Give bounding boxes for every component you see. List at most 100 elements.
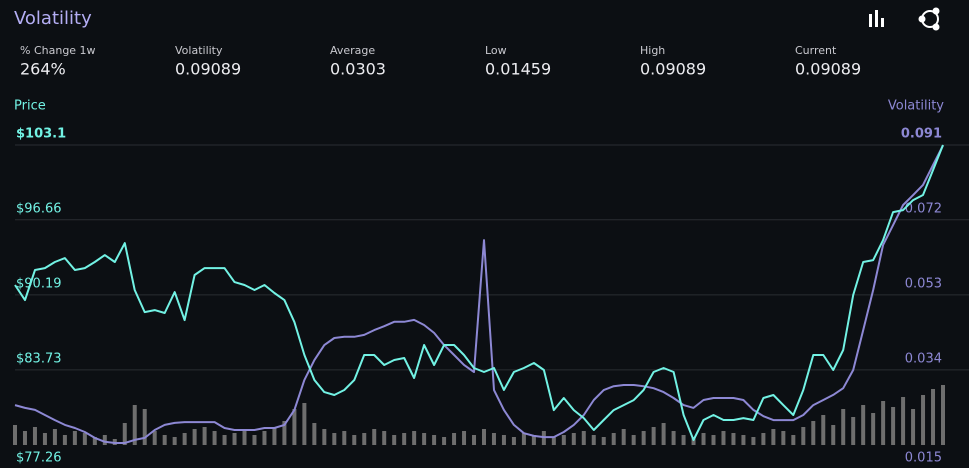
volume-bar (531, 435, 536, 445)
volume-bar (631, 435, 636, 445)
y2-tick-label: 0.015 (905, 451, 942, 466)
volume-bar (651, 427, 656, 445)
volume-bar (661, 423, 666, 445)
series-line (14, 144, 944, 441)
volume-bar (911, 409, 916, 445)
volume-bar (62, 435, 67, 445)
volume-bar (941, 385, 945, 445)
volume-bar (202, 427, 207, 445)
volume-bar (92, 437, 97, 445)
volume-bar (432, 435, 437, 445)
volume-bar (132, 405, 137, 445)
volume-bar (831, 425, 836, 445)
icon-part (881, 18, 884, 27)
y-tick-label: $90.19 (16, 276, 62, 291)
volume-bar (72, 431, 77, 445)
volume-bar (711, 435, 716, 445)
volume-bar (312, 423, 317, 445)
volume-bar (162, 435, 167, 445)
volume-bar (242, 429, 247, 445)
volume-bar (921, 395, 926, 445)
volume-bar (761, 433, 766, 445)
stat-label: Average (330, 44, 375, 57)
y2-tick-label: 0.072 (905, 202, 942, 217)
y2-tick-label: 0.091 (901, 127, 942, 142)
volume-bar (781, 431, 786, 445)
volume-bar (102, 435, 107, 445)
volume-bar (13, 425, 17, 445)
volume-bar (352, 435, 357, 445)
series-line (14, 144, 944, 444)
volume-bar (52, 429, 57, 445)
volume-bar (252, 435, 257, 445)
volume-bar (551, 437, 556, 445)
volume-bar (731, 433, 736, 445)
y-tick-label: $77.26 (16, 451, 62, 466)
volume-bar (901, 397, 906, 445)
stat-value: 264% (20, 60, 66, 79)
volume-bar (402, 433, 407, 445)
volume-bar (741, 435, 746, 445)
volume-bar (282, 421, 287, 445)
volume-bar (322, 429, 327, 445)
volume-bar (511, 437, 516, 445)
stat-label: High (640, 44, 665, 57)
volume-bar (501, 435, 506, 445)
volume-bar (581, 431, 586, 445)
volume-bar (721, 431, 726, 445)
volume-bar (462, 431, 467, 445)
share-icon[interactable] (918, 7, 940, 31)
y-tick-label: $96.66 (16, 201, 62, 216)
volume-bar (392, 435, 397, 445)
volume-bar (262, 431, 267, 445)
volume-bar (32, 427, 37, 445)
volume-bar (122, 423, 127, 445)
icon-part (875, 10, 878, 27)
page-title: Volatility (14, 8, 92, 29)
volume-bar (681, 435, 686, 445)
volume-bar (422, 433, 427, 445)
volume-bar (182, 433, 187, 445)
volume-bar (821, 415, 826, 445)
y-tick-label: $103.1 (16, 127, 66, 142)
icon-part (932, 23, 940, 31)
volume-bar (691, 437, 696, 445)
volume-bar (871, 413, 876, 445)
volume-bar (22, 431, 27, 445)
volume-bar (641, 431, 646, 445)
volume-bar (861, 405, 866, 445)
volume-bar (481, 429, 486, 445)
volume-bar (571, 433, 576, 445)
volume-bar (851, 417, 856, 445)
icon-part (918, 15, 926, 23)
volume-bar (601, 437, 606, 445)
volume-bar (891, 407, 896, 445)
stat-value: 0.09089 (795, 60, 861, 79)
icon-part (932, 7, 940, 15)
volume-bar (272, 427, 277, 445)
volume-bar (671, 431, 676, 445)
volume-bar (701, 433, 706, 445)
stat-value: 0.01459 (485, 60, 551, 79)
volume-bar (172, 437, 177, 445)
y-axis-title: Price (14, 99, 46, 114)
volume-bar (751, 437, 756, 445)
volume-bar (142, 409, 147, 445)
stat-label: % Change 1w (20, 44, 96, 57)
y2-tick-label: 0.053 (905, 277, 942, 292)
volume-bar (811, 421, 816, 445)
volume-bar (472, 435, 477, 445)
volume-bar (232, 433, 237, 445)
volume-bar (82, 433, 87, 445)
stat-label: Volatility (175, 44, 223, 57)
stat-value: 0.0303 (330, 60, 386, 79)
volume-bar (791, 435, 796, 445)
volume-bar (192, 429, 197, 445)
volume-bar (442, 437, 447, 445)
volume-bar (342, 431, 347, 445)
volume-bar (372, 429, 377, 445)
volume-bar (292, 409, 297, 445)
stat-value: 0.09089 (640, 60, 706, 79)
bar-chart-icon[interactable] (869, 10, 884, 27)
